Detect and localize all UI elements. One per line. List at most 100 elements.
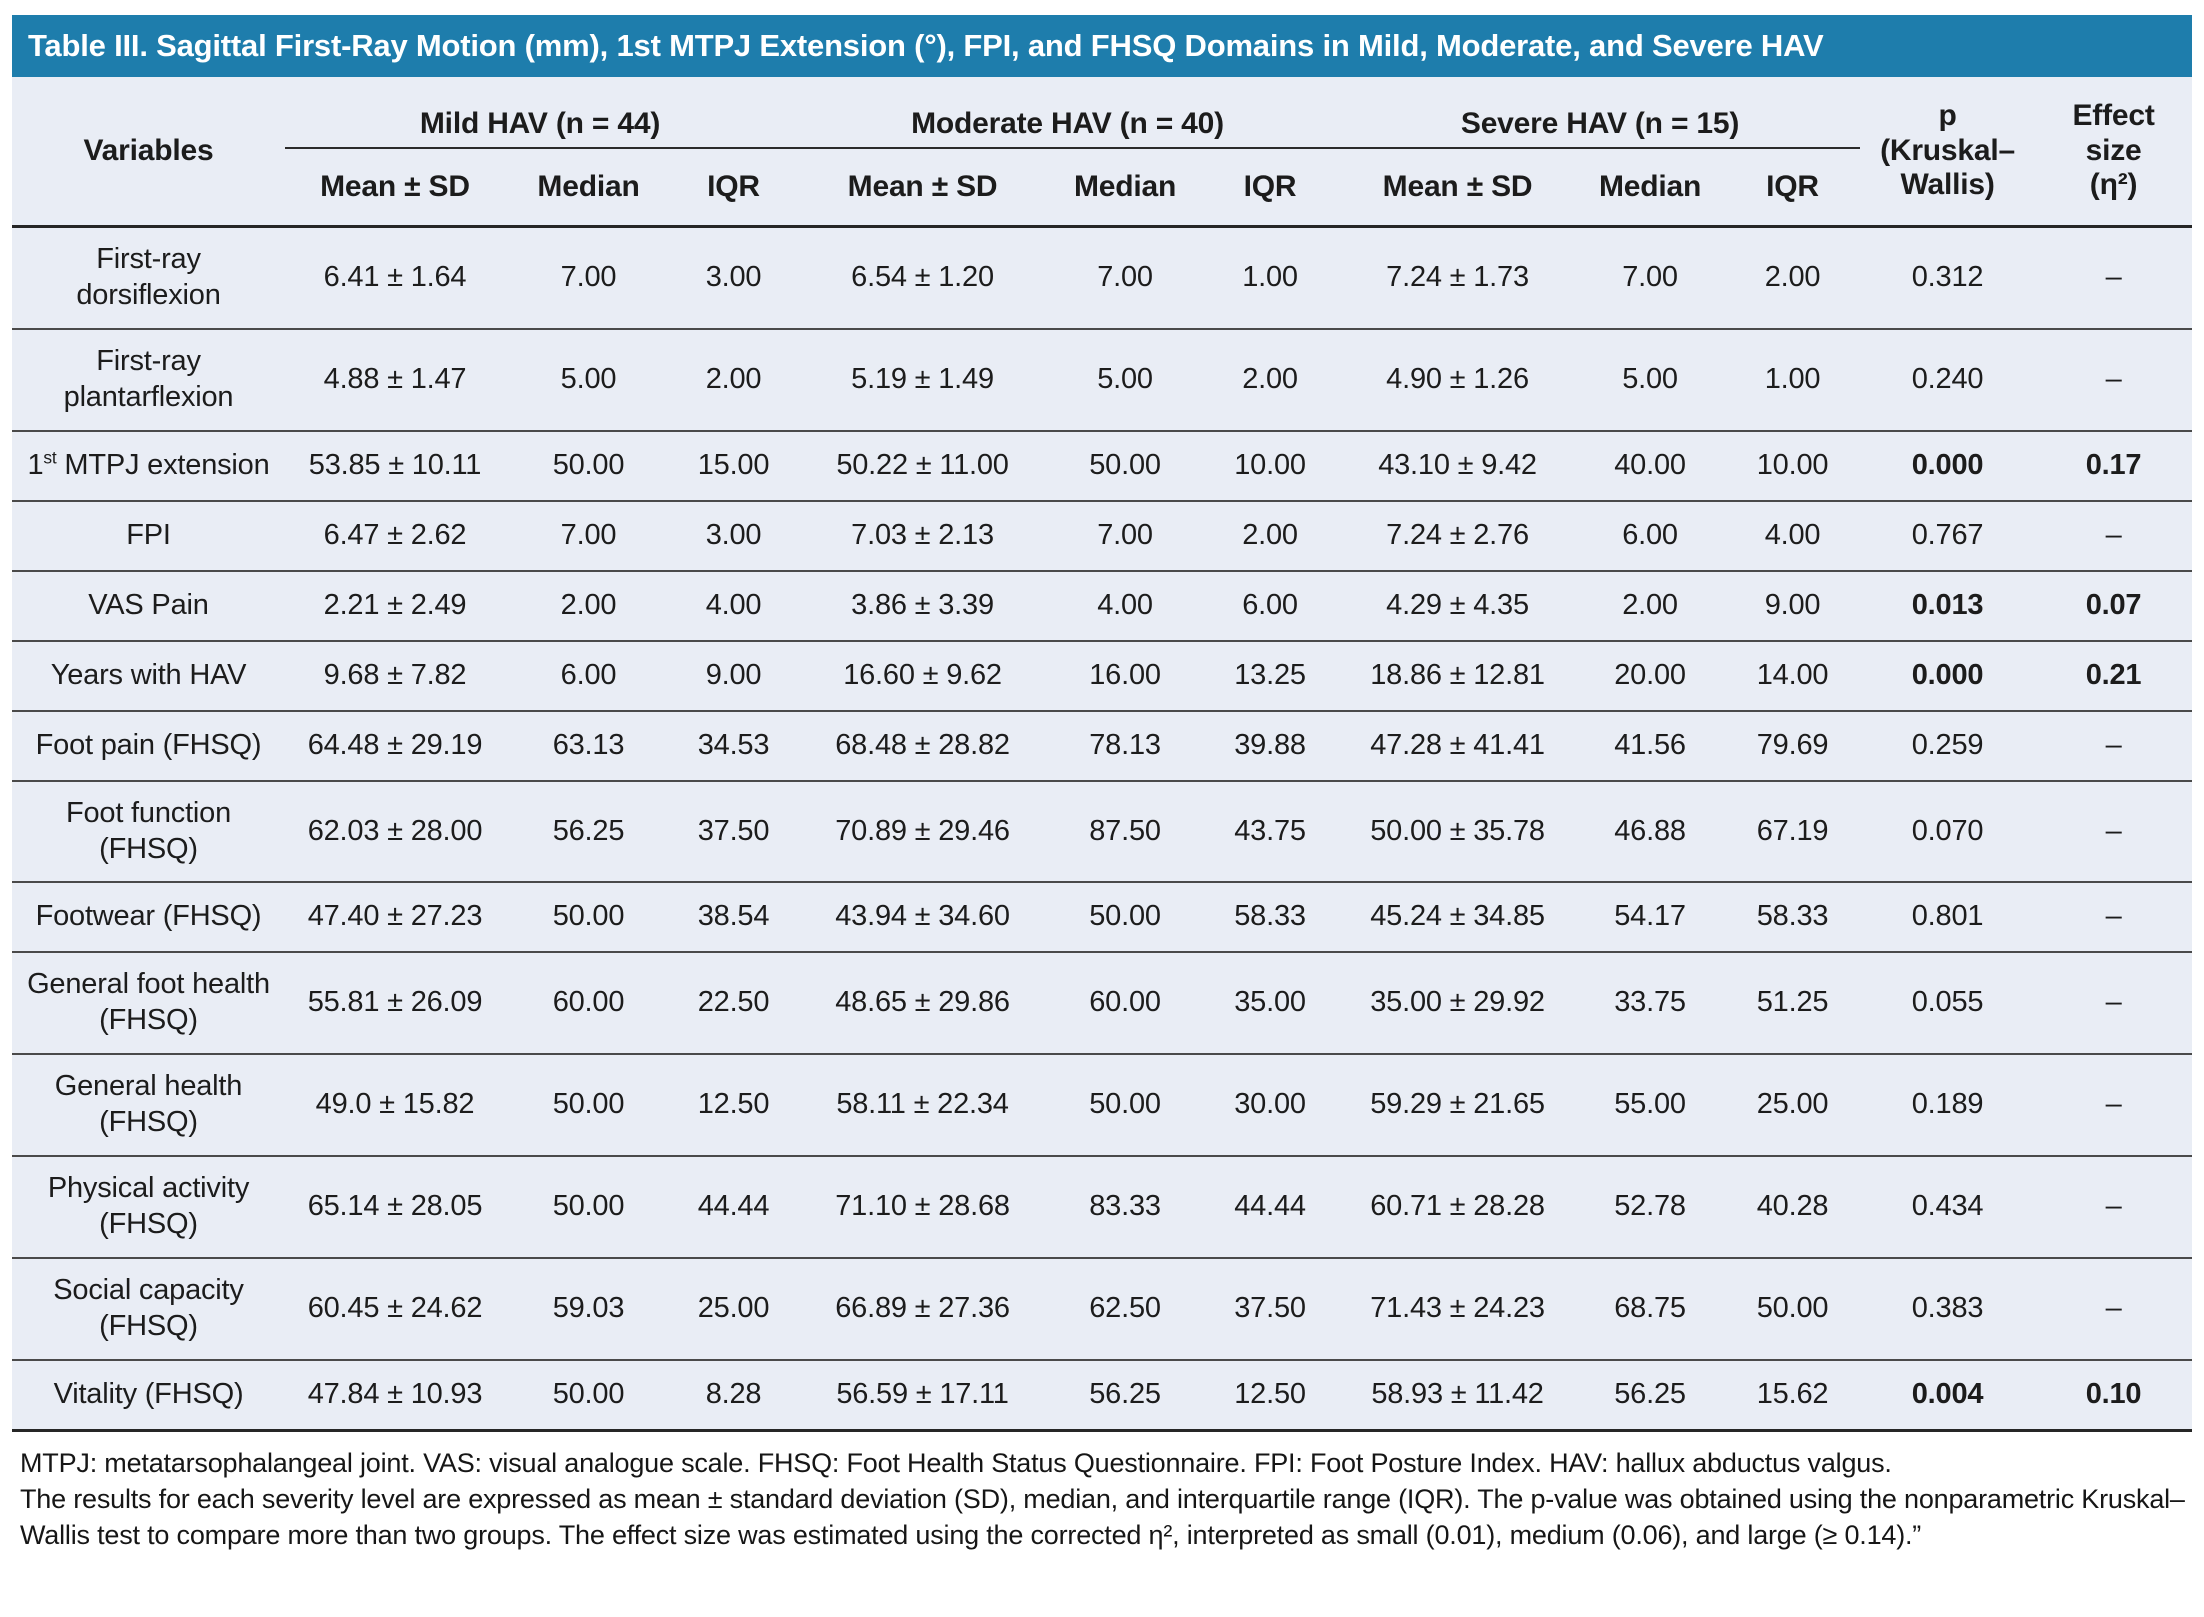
value-cell: 58.33 <box>1756 900 1829 933</box>
variable-label: VAS Pain <box>88 588 209 621</box>
variable-label: General health (FHSQ) <box>54 1070 243 1139</box>
variable-label: 1 <box>27 448 44 481</box>
value-cell: 7.24 ± 1.73 <box>1386 260 1529 293</box>
iqr-header: IQR <box>1766 170 1819 203</box>
value-cell: 68.75 <box>1614 1292 1686 1325</box>
value-cell: 22.50 <box>697 986 770 1019</box>
value-cell: 7.00 <box>1622 260 1678 293</box>
table-header: Variables Mild HAV (n = 44) Moderate HAV… <box>12 77 2193 227</box>
value-cell: 4.00 <box>1097 588 1153 621</box>
value-cell: 30.00 <box>1234 1088 1306 1121</box>
variable-cell: Foot pain (FHSQ) <box>12 711 285 781</box>
mean-sd-header: Mean ± SD <box>847 170 998 203</box>
table-footnotes: MTPJ: metatarsophalangeal joint. VAS: vi… <box>12 1432 2192 1554</box>
effect-size-cell: 0.21 <box>2085 658 2142 691</box>
table-row: FPI 6.47 ± 2.62 7.00 3.00 7.03 ± 2.13 7.00 2.0… <box>12 500 2193 571</box>
value-cell: 68.48 ± 28.82 <box>835 728 1010 761</box>
table-row: VAS Pain 2.21 ± 2.49 2.00 4.00 3.86 ± 3.39 4.… <box>12 570 2193 641</box>
variable-cell: Social capacity (FHSQ) <box>12 1258 285 1360</box>
value-cell: 59.03 <box>552 1292 625 1325</box>
p-value-cell: 0.070 <box>1911 814 1984 847</box>
value-cell: 65.14 ± 28.05 <box>307 1190 483 1223</box>
value-cell: 45.24 ± 34.85 <box>1370 900 1545 933</box>
value-cell: 10.00 <box>1756 448 1829 481</box>
value-cell: 3.86 ± 3.39 <box>851 588 994 621</box>
variable-label-superscript: st <box>43 447 57 468</box>
stat-header-row: Mean ± SD Median IQR Mean ± SD Median IQ… <box>12 148 2192 227</box>
value-cell: 35.00 ± 29.92 <box>1370 986 1545 1019</box>
table-row: Physical activity (FHSQ) 65.14 ± 28.05 50.… <box>12 1156 2193 1258</box>
value-cell: 50.22 ± 11.00 <box>836 448 1009 481</box>
value-cell: 6.54 ± 1.20 <box>851 260 994 293</box>
value-cell: 55.81 ± 26.09 <box>307 986 483 1019</box>
effect-header-line: (η²) <box>2089 168 2138 202</box>
p-value-header: p (Kruskal– Wallis) <box>1860 77 2035 227</box>
p-header-line: p <box>1938 99 1957 133</box>
variable-cell: 1st MTPJ extension <box>12 431 285 501</box>
variable-cell: First-ray plantarflexion <box>12 329 285 431</box>
value-cell: 12.50 <box>1234 1378 1306 1411</box>
p-value-cell: 0.434 <box>1911 1190 1984 1223</box>
table-row: General foot health (FHSQ) 55.81 ± 26.09 6… <box>12 952 2193 1054</box>
value-cell: 2.21 ± 2.49 <box>323 588 467 621</box>
value-cell: 46.88 <box>1614 814 1686 847</box>
table-row: Vitality (FHSQ) 47.84 ± 10.93 50.00 8.28 56.… <box>12 1360 2193 1430</box>
footnote-abbreviations: MTPJ: metatarsophalangeal joint. VAS: vi… <box>20 1448 1892 1479</box>
p-value-cell: 0.013 <box>1911 588 1984 621</box>
value-cell: 56.25 <box>552 814 625 847</box>
page: Table III. Sagittal First-Ray Motion (mm… <box>12 15 2193 1554</box>
value-cell: 43.94 ± 34.60 <box>835 900 1010 933</box>
value-cell: 87.50 <box>1089 814 1161 847</box>
median-header: Median <box>1598 170 1702 203</box>
value-cell: 50.00 <box>552 1088 625 1121</box>
value-cell: 50.00 <box>1089 448 1161 481</box>
value-cell: 2.00 <box>1242 362 1298 395</box>
p-value-cell: 0.767 <box>1911 518 1984 551</box>
value-cell: 37.50 <box>697 814 770 847</box>
value-cell: 83.33 <box>1089 1190 1161 1223</box>
value-cell: 54.17 <box>1614 900 1686 933</box>
effect-size-cell: 0.17 <box>2085 448 2142 481</box>
value-cell: 62.03 ± 28.00 <box>307 814 483 847</box>
variable-label: Foot function (FHSQ) <box>65 796 232 865</box>
value-cell: 3.00 <box>705 518 762 551</box>
value-cell: 6.41 ± 1.64 <box>323 260 467 293</box>
value-cell: 50.00 <box>1089 900 1161 933</box>
value-cell: 5.00 <box>1622 362 1678 395</box>
value-cell: 50.00 <box>1756 1292 1829 1325</box>
value-cell: 34.53 <box>697 728 770 761</box>
table-row: First-ray dorsiflexion 6.41 ± 1.64 7.00 3.0… <box>12 227 2192 329</box>
value-cell: 4.00 <box>1764 518 1821 551</box>
value-cell: 50.00 <box>552 1378 625 1411</box>
variable-label: FPI <box>126 518 171 551</box>
variable-cell: VAS Pain <box>12 571 285 641</box>
variable-cell: Footwear (FHSQ) <box>12 882 285 952</box>
p-value-cell: 0.801 <box>1911 900 1984 933</box>
iqr-header: IQR <box>1243 170 1297 203</box>
value-cell: 15.62 <box>1756 1378 1829 1411</box>
effect-size-cell: 0.10 <box>2085 1378 2142 1411</box>
p-value-cell: 0.312 <box>1911 260 1984 293</box>
variable-cell: First-ray dorsiflexion <box>12 227 285 329</box>
value-cell: 58.11 ± 22.34 <box>836 1088 1009 1121</box>
value-cell: 35.00 <box>1234 986 1306 1019</box>
value-cell: 44.44 <box>697 1190 770 1223</box>
value-cell: 6.00 <box>1242 588 1298 621</box>
value-cell: 2.00 <box>705 362 762 395</box>
variable-cell: Foot function (FHSQ) <box>12 781 285 883</box>
value-cell: 10.00 <box>1234 448 1306 481</box>
value-cell: 7.03 ± 2.13 <box>851 518 994 551</box>
effect-size-header: Effect size (η²) <box>2035 77 2192 227</box>
value-cell: 50.00 <box>1089 1088 1161 1121</box>
group-header-moderate: Moderate HAV (n = 40) <box>795 77 1341 149</box>
value-cell: 1.00 <box>1764 362 1821 395</box>
value-cell: 15.00 <box>697 448 770 481</box>
value-cell: 9.00 <box>1764 588 1821 621</box>
p-value-cell: 0.259 <box>1911 728 1984 761</box>
value-cell: 5.19 ± 1.49 <box>851 362 994 395</box>
p-value-cell: 0.189 <box>1911 1088 1984 1121</box>
variable-label: Social capacity (FHSQ) <box>53 1274 244 1343</box>
value-cell: 38.54 <box>697 900 770 933</box>
value-cell: 14.00 <box>1756 658 1829 691</box>
value-cell: 25.00 <box>1756 1088 1829 1121</box>
